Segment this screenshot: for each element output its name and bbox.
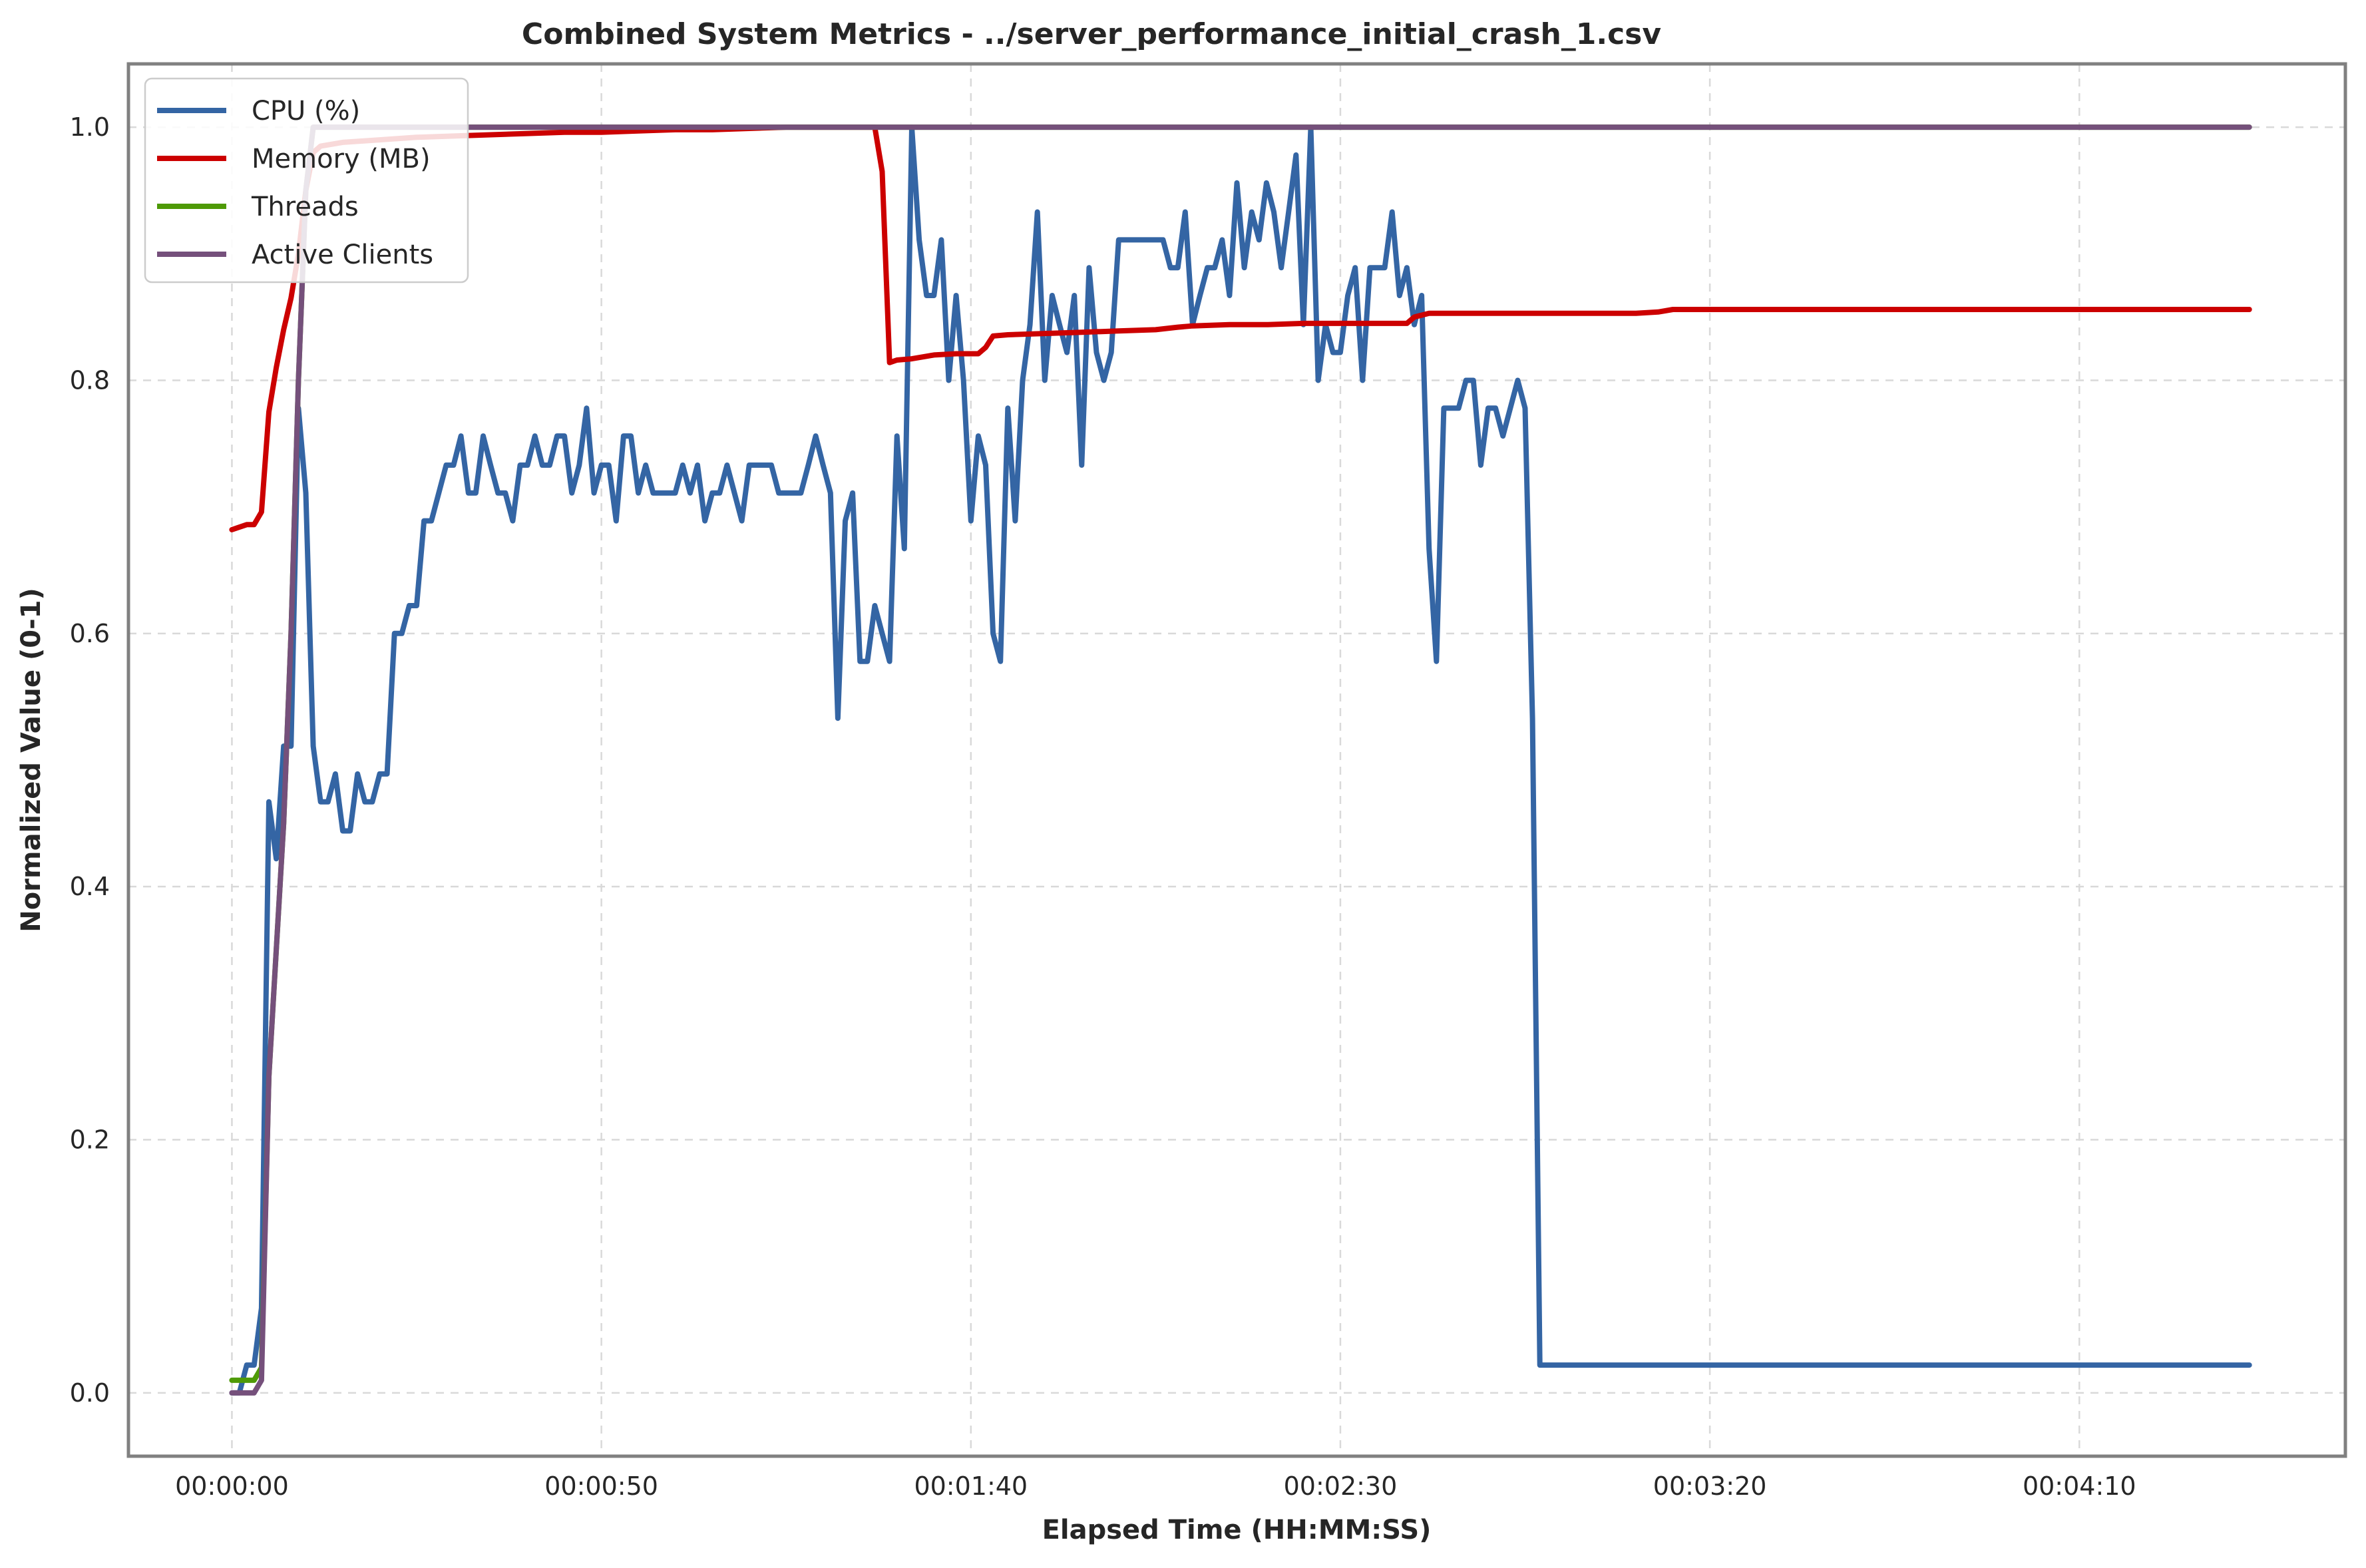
grid-lines — [128, 64, 2345, 1456]
y-tick-label: 0.6 — [70, 619, 110, 648]
x-tick-label: 00:04:10 — [2023, 1471, 2136, 1501]
plot-frame — [126, 62, 2347, 1458]
legend-label: Threads — [251, 192, 359, 222]
x-tick-label: 00:00:50 — [544, 1471, 658, 1501]
legend: CPU (%) Memory (MB) Threads Active Clients — [144, 77, 469, 284]
legend-label: Active Clients — [252, 240, 433, 270]
y-tick-label: 0.8 — [70, 365, 110, 395]
axis-ticks: 00:00:00 00:00:50 00:01:40 00:02:30 00:03:20… — [70, 112, 2136, 1501]
x-tick-label: 00:01:40 — [914, 1471, 1028, 1501]
legend-box — [144, 77, 469, 284]
y-axis-label: Normalized Value (0-1) — [16, 588, 47, 932]
y-tick-label: 1.0 — [70, 112, 110, 142]
x-tick-label: 00:00:00 — [175, 1471, 289, 1501]
x-tick-label: 00:03:20 — [1653, 1471, 1767, 1501]
x-axis-label: Elapsed Time (HH:MM:SS) — [1042, 1515, 1432, 1545]
y-tick-label: 0.0 — [70, 1378, 110, 1408]
chart-title: Combined System Metrics - ../server_perf… — [522, 17, 1661, 51]
y-tick-label: 0.4 — [70, 872, 110, 901]
legend-label: Memory (MB) — [252, 144, 431, 174]
y-tick-label: 0.2 — [70, 1125, 110, 1155]
legend-label: CPU (%) — [252, 96, 360, 126]
x-tick-label: 00:02:30 — [1284, 1471, 1398, 1501]
series-line-0 — [229, 124, 2252, 1396]
